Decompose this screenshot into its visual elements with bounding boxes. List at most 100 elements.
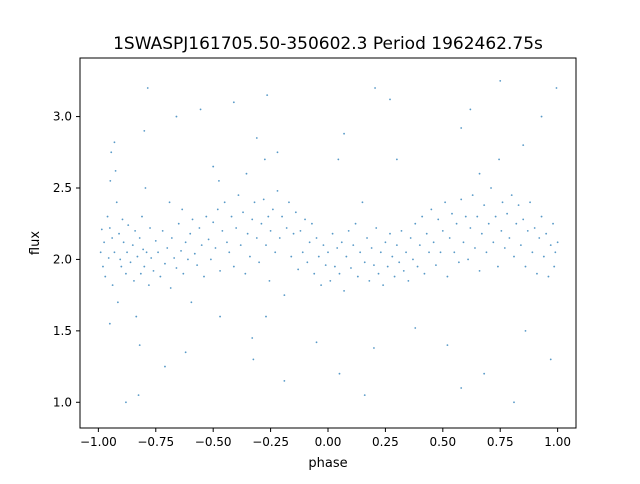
y-tick-label: 1.0 [53,395,72,409]
data-point [292,232,295,235]
data-point [370,247,373,249]
data-point [513,255,515,258]
data-point [219,269,221,272]
data-point [363,394,366,397]
data-point [366,237,368,239]
data-point [384,241,387,244]
data-point [138,237,141,239]
data-point [336,247,339,249]
data-point [315,237,318,239]
data-point [545,232,548,235]
data-point [425,232,428,235]
data-point [278,237,281,239]
data-point [239,244,242,247]
y-axis: 1.0 1.5 2.0 2.5 3.0 [53,110,80,409]
data-point [205,215,208,218]
data-point [350,267,352,269]
data-point [126,251,128,254]
x-tick-label: −0.75 [137,435,174,449]
data-point [125,272,127,275]
y-axis-label: flux [28,231,43,255]
data-point [260,222,263,225]
data-point [549,358,552,361]
data-point [173,257,176,259]
data-point [455,222,458,225]
data-point [553,265,556,268]
data-point [435,264,437,267]
data-point [251,337,254,339]
data-point [324,264,327,267]
data-point [524,329,527,332]
data-point [536,272,538,275]
data-point [446,344,449,347]
data-point [471,194,474,197]
data-point [290,255,293,258]
x-tick-label: −0.25 [252,435,289,449]
data-point [159,275,162,278]
data-point [412,258,414,261]
data-point [164,262,166,265]
x-tick-label: −0.50 [195,435,232,449]
data-point [106,215,109,218]
data-point [193,252,196,255]
data-point [212,165,215,168]
data-point [379,251,382,254]
data-point [430,208,433,211]
data-point [340,241,343,244]
data-point [111,237,114,239]
data-point [501,201,504,204]
data-point [306,261,309,264]
data-point [343,132,345,135]
data-point [451,212,453,215]
data-point [542,255,545,258]
data-point [141,215,143,218]
x-tick-label: 0.00 [315,435,342,449]
data-point [166,247,169,249]
data-point [285,227,288,229]
data-point [508,237,511,239]
data-point [135,315,138,318]
data-point [145,251,148,254]
data-point [190,301,193,304]
data-point [359,251,362,254]
data-point [103,241,106,244]
data-point [361,201,364,204]
data-point [497,265,499,268]
data-point [510,194,513,197]
data-point [311,222,313,225]
data-point [331,232,334,235]
data-point [338,272,341,275]
data-point [116,301,119,304]
data-point [439,251,442,254]
data-point [265,244,267,247]
data-point [268,279,271,282]
data-point [352,244,355,247]
data-point [540,215,543,218]
data-point [476,215,479,218]
data-point [133,279,135,282]
data-point [177,222,180,225]
data-point [170,237,173,239]
data-point [102,265,104,268]
data-point [182,272,185,275]
data-point [187,258,189,261]
data-point [547,275,550,278]
data-point [423,272,426,275]
x-axis: −1.00 −0.75 −0.50 −0.25 0.00 0.25 0.50 0.75 1.00 [80,428,571,449]
data-point [460,127,463,129]
data-point [209,258,212,261]
data-point [469,227,472,229]
data-point [157,251,159,254]
data-point [245,172,248,175]
y-tick-label: 3.0 [53,110,72,124]
data-point [377,272,380,275]
data-point [354,222,357,225]
data-point [150,257,153,259]
x-tick-label: 0.25 [372,435,399,449]
data-point [515,222,518,225]
data-point [522,218,525,221]
data-point [400,229,403,232]
data-point [374,87,376,89]
data-point [114,169,117,172]
